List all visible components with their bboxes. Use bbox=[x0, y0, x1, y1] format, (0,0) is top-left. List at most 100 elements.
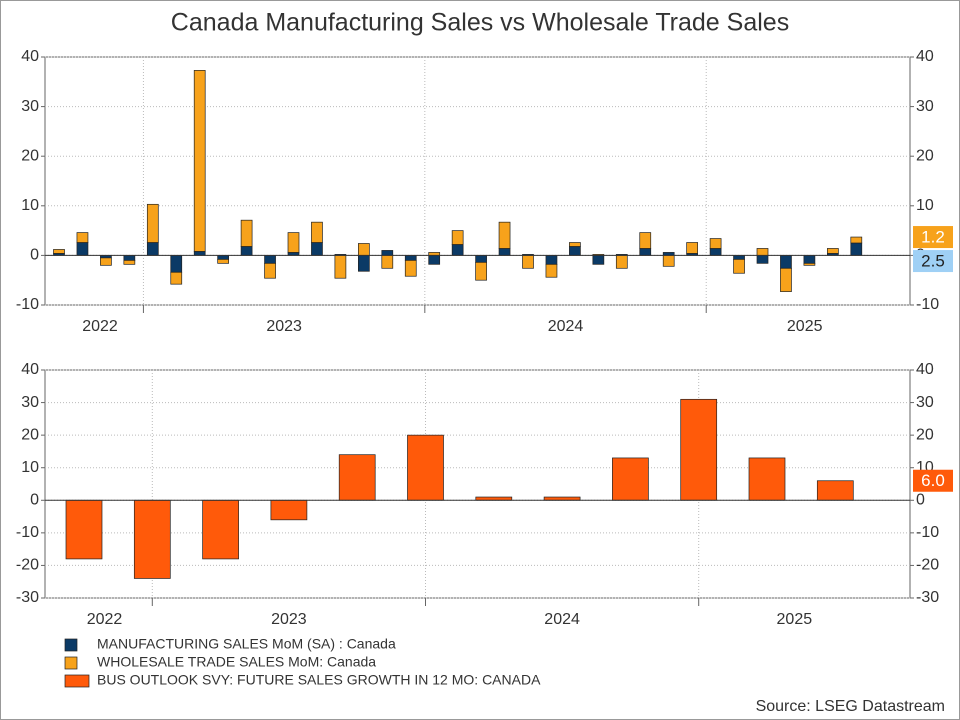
legend-swatch bbox=[64, 674, 90, 688]
bar bbox=[381, 255, 394, 269]
bar bbox=[451, 230, 464, 245]
bar bbox=[146, 203, 159, 243]
bar bbox=[202, 499, 239, 560]
bar bbox=[123, 255, 136, 261]
bar bbox=[193, 251, 206, 256]
bar bbox=[545, 263, 558, 278]
legend-label: WHOLESALE TRADE SALES MoM: Canada bbox=[97, 654, 376, 670]
y-tick-label: 0 bbox=[30, 247, 39, 264]
bar bbox=[780, 255, 792, 269]
y2-tick-label: 0 bbox=[916, 492, 925, 509]
bar bbox=[850, 242, 863, 256]
bar bbox=[475, 255, 487, 263]
y2-tick-label: 10 bbox=[916, 197, 934, 214]
bar bbox=[498, 248, 511, 256]
bar bbox=[475, 261, 487, 281]
y2-tick-label: 30 bbox=[916, 394, 934, 411]
legend-swatch bbox=[64, 638, 78, 652]
bar bbox=[662, 255, 675, 267]
y-tick-label: 30 bbox=[21, 98, 39, 115]
bar bbox=[311, 221, 323, 243]
bar bbox=[311, 242, 323, 256]
bar bbox=[133, 499, 171, 579]
y-tick-label: -10 bbox=[16, 524, 39, 541]
bar bbox=[498, 221, 511, 249]
x-tick-label: 2024 bbox=[544, 611, 580, 628]
last-value-box bbox=[913, 250, 953, 273]
bar bbox=[53, 249, 65, 254]
bar bbox=[680, 398, 718, 501]
bar bbox=[407, 434, 444, 501]
bar bbox=[803, 255, 816, 264]
bar bbox=[76, 232, 89, 243]
bar bbox=[287, 232, 300, 253]
bar bbox=[803, 262, 816, 266]
y-tick-label: 40 bbox=[21, 48, 39, 65]
bar bbox=[639, 232, 652, 249]
y2-tick-label: 30 bbox=[916, 98, 934, 115]
bar bbox=[170, 255, 183, 273]
bar bbox=[338, 454, 376, 501]
bar bbox=[381, 250, 394, 256]
bar bbox=[193, 70, 206, 252]
bar bbox=[709, 238, 722, 249]
y2-tick-label: 20 bbox=[916, 426, 934, 443]
y2-tick-label: -10 bbox=[916, 296, 939, 313]
bar bbox=[240, 246, 253, 256]
bar bbox=[100, 257, 112, 266]
bar bbox=[264, 255, 276, 264]
last-value-label: 1.2 bbox=[921, 228, 945, 247]
y2-tick-label: 40 bbox=[916, 361, 934, 378]
last-value-label: 2.5 bbox=[921, 252, 945, 271]
y-tick-label: 20 bbox=[21, 426, 39, 443]
bar bbox=[146, 242, 159, 256]
y2-tick-label: -10 bbox=[916, 524, 939, 541]
y-tick-label: -20 bbox=[16, 557, 39, 574]
bar bbox=[522, 255, 534, 269]
x-tick-label: 2023 bbox=[266, 318, 302, 335]
bar bbox=[850, 236, 863, 244]
bar bbox=[639, 248, 652, 256]
bar bbox=[170, 271, 183, 285]
bar bbox=[569, 242, 581, 247]
bar bbox=[826, 248, 839, 254]
bar bbox=[264, 262, 276, 279]
last-value-label: 6.0 bbox=[921, 471, 945, 490]
bar bbox=[334, 255, 347, 279]
bar bbox=[733, 255, 745, 260]
source: Source: LSEG Datastream bbox=[756, 698, 945, 715]
bar bbox=[569, 246, 581, 256]
bar bbox=[270, 499, 308, 521]
bar bbox=[217, 259, 229, 264]
bar bbox=[686, 242, 699, 254]
bar bbox=[451, 244, 464, 256]
bar bbox=[592, 255, 605, 265]
x-tick-label: 2025 bbox=[777, 611, 813, 628]
x-tick-label: 2024 bbox=[548, 318, 584, 335]
bar bbox=[756, 255, 769, 264]
bar bbox=[748, 457, 786, 501]
bar bbox=[76, 242, 89, 256]
y2-tick-label: -20 bbox=[916, 557, 939, 574]
bar bbox=[65, 499, 103, 560]
y-tick-label: 40 bbox=[21, 361, 39, 378]
x-tick-label: 2023 bbox=[271, 611, 307, 628]
bar bbox=[780, 267, 792, 292]
bar bbox=[240, 219, 253, 247]
x-tick-label: 2025 bbox=[787, 318, 823, 335]
bar bbox=[358, 255, 370, 272]
y-tick-label: 10 bbox=[21, 459, 39, 476]
bar bbox=[612, 457, 649, 501]
x-tick-label: 2022 bbox=[87, 611, 123, 628]
last-value-box bbox=[913, 469, 953, 492]
legend-label: MANUFACTURING SALES MoM (SA) : Canada bbox=[97, 636, 396, 652]
y2-tick-label: -30 bbox=[916, 589, 939, 606]
chart-title: Canada Manufacturing Sales vs Wholesale … bbox=[171, 9, 789, 37]
bar bbox=[404, 260, 417, 277]
bar bbox=[123, 260, 136, 265]
y-tick-label: 10 bbox=[21, 197, 39, 214]
y-tick-label: 20 bbox=[21, 147, 39, 164]
bar bbox=[404, 255, 417, 261]
legend-swatch bbox=[64, 656, 78, 670]
